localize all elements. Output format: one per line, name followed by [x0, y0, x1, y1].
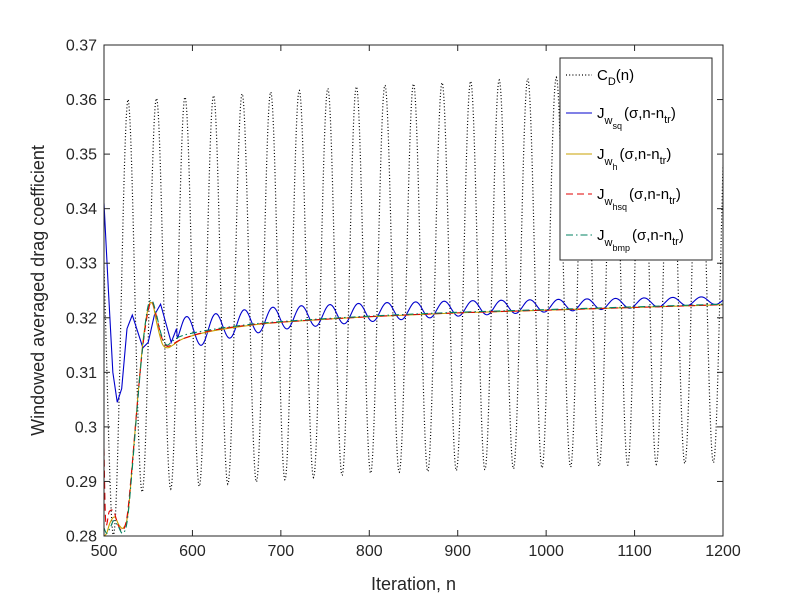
legend-label-3: Jwhsq(σ,n-ntr): [597, 186, 681, 212]
x-tick-label: 800: [356, 543, 383, 560]
legend-subsub: hsq: [612, 202, 627, 212]
plot-frame: [103, 44, 724, 537]
legend-label-1: Jwsq(σ,n-ntr): [597, 105, 676, 131]
x-tick-label: 1100: [617, 543, 652, 560]
legend-tail: (n): [616, 67, 634, 84]
y-tick-label: 0.33: [66, 256, 97, 273]
series-line-4: [104, 299, 723, 534]
legend-close: ): [666, 146, 671, 163]
legend-close: ): [671, 105, 676, 122]
legend-close: ): [676, 186, 681, 203]
y-tick-label: 0.36: [66, 92, 97, 109]
legend-main: J: [597, 146, 605, 163]
legend-main: J: [597, 186, 605, 203]
series-line-1: [104, 203, 723, 403]
legend: CD(n)Jwsq(σ,n-ntr)Jwh(σ,n-ntr)Jwhsq(σ,n-…: [559, 57, 713, 261]
x-tick-label: 700: [268, 543, 295, 560]
legend-subsub: bmp: [612, 243, 630, 253]
legend-tailsub: tr: [669, 195, 676, 207]
legend-main: J: [597, 105, 605, 122]
y-tick-label: 0.35: [66, 147, 97, 164]
legend-main: J: [597, 227, 605, 244]
legend-label-2: Jwh(σ,n-ntr): [597, 146, 671, 172]
legend-tailsub: tr: [664, 114, 671, 126]
legend-tail: (σ,n-n: [619, 146, 659, 163]
x-tick-label: 500: [91, 543, 118, 560]
legend-main: C: [597, 67, 608, 84]
y-tick-labels: 0.28 0.29 0.3 0.31 0.32 0.33 0.34 0.35 0.36 0.37: [66, 38, 97, 546]
x-tick-label: 900: [444, 543, 471, 560]
series-line-3: [104, 300, 723, 532]
y-tick-label: 0.29: [66, 474, 97, 491]
tick-marks: [103, 44, 724, 537]
legend-label-4: Jwbmp(σ,n-ntr): [597, 227, 684, 253]
legend-tailsub: tr: [672, 236, 679, 248]
legend-tailsub: tr: [660, 155, 667, 167]
legend-sub: D: [608, 76, 616, 88]
y-tick-label: 0.37: [66, 38, 97, 55]
y-tick-label: 0.28: [66, 529, 97, 546]
y-tick-label: 0.3: [75, 419, 97, 436]
x-tick-label: 1000: [528, 543, 564, 560]
legend-entries: CD(n)Jwsq(σ,n-ntr)Jwh(σ,n-ntr)Jwhsq(σ,n-…: [566, 67, 684, 253]
y-axis-label: Windowed averaged drag coefficient: [28, 145, 48, 436]
legend-tail: (σ,n-n: [629, 186, 669, 203]
x-axis-label: Iteration, n: [371, 574, 456, 594]
y-tick-label: 0.34: [66, 201, 97, 218]
x-tick-label: 1200: [705, 543, 741, 560]
legend-box: [559, 57, 713, 261]
legend-subsub: sq: [612, 121, 622, 131]
x-tick-labels: 500 600 700 800 900 1000 1100 1200: [91, 543, 741, 560]
legend-tail: (σ,n-n: [632, 227, 672, 244]
x-tick-label: 600: [179, 543, 206, 560]
legend-sub: w: [604, 115, 613, 127]
legend-label-0: CD(n): [597, 67, 634, 88]
legend-sub: w: [604, 196, 613, 208]
y-tick-label: 0.31: [66, 365, 97, 382]
legend-subsub: h: [612, 162, 617, 172]
legend-sub: w: [604, 237, 613, 249]
legend-sub: w: [604, 156, 613, 168]
y-tick-label: 0.32: [66, 310, 97, 327]
legend-tail: (σ,n-n: [624, 105, 664, 122]
legend-close: ): [679, 227, 684, 244]
